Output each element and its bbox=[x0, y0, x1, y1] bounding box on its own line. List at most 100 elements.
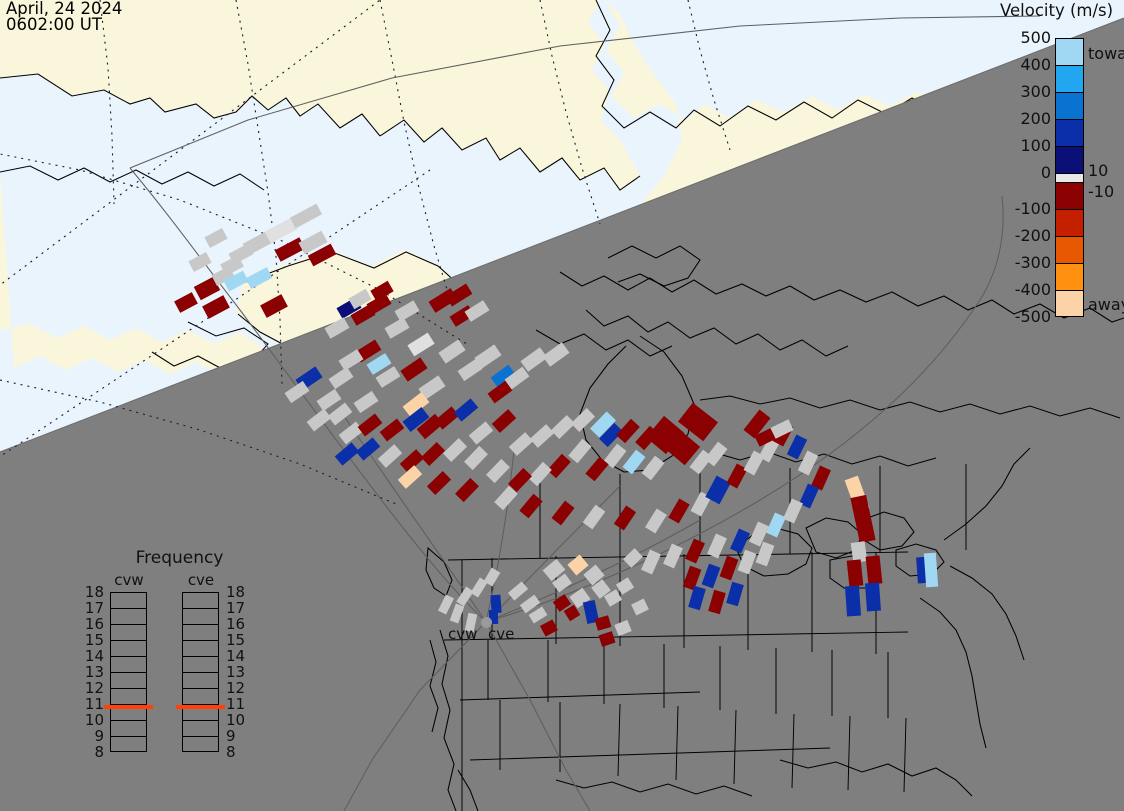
velocity-cell bbox=[377, 444, 403, 468]
velocity-cell bbox=[923, 552, 939, 588]
frequency-bar-gridline bbox=[182, 736, 219, 737]
colorbar-band-0 bbox=[1055, 38, 1084, 65]
velocity-cell bbox=[668, 498, 690, 524]
frequency-tick-left-8: 8 bbox=[94, 743, 104, 761]
frequency-tick-left-17: 17 bbox=[84, 599, 104, 617]
velocity-cell bbox=[355, 437, 381, 461]
colorbar-tick-100: 100 bbox=[1020, 136, 1051, 155]
frequency-bar-gridline bbox=[182, 640, 219, 641]
colorbar-tick--500: -500 bbox=[1014, 307, 1051, 326]
colorbar-tick--100: -100 bbox=[1014, 199, 1051, 218]
frequency-tick-right-8: 8 bbox=[226, 743, 236, 761]
velocity-cell bbox=[394, 300, 420, 322]
velocity-cell bbox=[520, 347, 548, 372]
colorbar-band-8 bbox=[1055, 263, 1084, 290]
radar-label-cve: cve bbox=[488, 625, 515, 643]
radar-site-marker bbox=[481, 617, 492, 628]
velocity-cell bbox=[470, 577, 488, 598]
frequency-bar-gridline bbox=[182, 672, 219, 673]
frequency-tick-left-18: 18 bbox=[84, 583, 104, 601]
frequency-bar-gridline bbox=[182, 704, 219, 705]
frequency-tick-right-17: 17 bbox=[226, 599, 246, 617]
velocity-cell bbox=[766, 512, 786, 538]
velocity-cell bbox=[568, 438, 592, 464]
velocity-cell bbox=[701, 563, 721, 589]
frequency-tick-left-16: 16 bbox=[84, 615, 104, 633]
frequency-tick-left-15: 15 bbox=[84, 631, 104, 649]
frequency-tick-left-11: 11 bbox=[84, 695, 104, 713]
radar-label-cvw: cvw bbox=[448, 625, 478, 643]
frequency-bar-gridline bbox=[182, 624, 219, 625]
velocity-cell bbox=[468, 421, 494, 445]
velocity-cell bbox=[453, 398, 479, 422]
latlon-grid bbox=[0, 0, 731, 505]
velocity-cell bbox=[508, 432, 534, 456]
colorbar-away-label: away bbox=[1088, 295, 1124, 314]
frequency-tick-left-13: 13 bbox=[84, 663, 104, 681]
time-label: 0602:00 UT bbox=[6, 15, 102, 34]
frequency-bar-gridline bbox=[110, 688, 147, 689]
frequency-tick-left-14: 14 bbox=[84, 647, 104, 665]
frequency-legend-title: Frequency bbox=[135, 548, 224, 568]
velocity-cell bbox=[306, 408, 332, 432]
velocity-cell bbox=[379, 418, 405, 442]
velocity-cell bbox=[615, 577, 635, 595]
velocity-cell bbox=[708, 589, 726, 615]
night-side-shading bbox=[0, 18, 1124, 811]
velocity-cell bbox=[507, 581, 529, 601]
terminator-line bbox=[0, 17, 1124, 453]
colorbar-tick-0: 0 bbox=[1040, 163, 1051, 182]
velocity-cell bbox=[464, 445, 488, 471]
velocity-cell bbox=[327, 402, 353, 426]
velocity-cell bbox=[846, 559, 864, 587]
frequency-tick-left-10: 10 bbox=[84, 711, 104, 729]
velocity-cell bbox=[783, 498, 803, 524]
colorbar-title: Velocity (m/s) bbox=[1000, 1, 1114, 20]
frequency-tick-right-14: 14 bbox=[226, 647, 246, 665]
colorbar-tick--300: -300 bbox=[1014, 253, 1051, 272]
velocity-cell bbox=[464, 300, 490, 322]
velocity-cell bbox=[528, 461, 552, 487]
frequency-tick-right-9: 9 bbox=[226, 727, 236, 745]
velocity-cell bbox=[328, 366, 354, 390]
velocity-cell bbox=[519, 493, 543, 519]
frequency-tick-right-10: 10 bbox=[226, 711, 246, 729]
velocity-cell bbox=[353, 390, 379, 414]
velocity-cell bbox=[598, 631, 616, 647]
frequency-bar-gridline bbox=[110, 640, 147, 641]
velocity-cell bbox=[641, 455, 665, 481]
frequency-column-header-cve: cve bbox=[187, 571, 215, 589]
colorbar-band-5 bbox=[1055, 182, 1084, 209]
velocity-cell bbox=[426, 471, 452, 495]
velocity-cell bbox=[202, 295, 230, 319]
velocity-cell bbox=[420, 442, 446, 466]
velocity-cell bbox=[442, 438, 468, 462]
frequency-bar-gridline bbox=[182, 720, 219, 721]
velocity-cell bbox=[397, 465, 423, 489]
velocity-cell bbox=[456, 586, 474, 607]
frequency-bar-gridline bbox=[110, 624, 147, 625]
frequency-tick-left-12: 12 bbox=[84, 679, 104, 697]
velocity-cell bbox=[204, 228, 228, 248]
velocity-cell bbox=[663, 543, 683, 569]
velocity-cell bbox=[594, 615, 612, 631]
colorbar-toward-label: toward bbox=[1088, 44, 1124, 63]
frequency-tick-right-12: 12 bbox=[226, 679, 246, 697]
frequency-column-header-cvw: cvw bbox=[114, 571, 144, 589]
velocity-cell bbox=[685, 538, 705, 564]
velocity-cell bbox=[865, 582, 881, 612]
velocity-cell bbox=[438, 339, 466, 364]
frequency-tick-right-15: 15 bbox=[226, 631, 246, 649]
velocity-cell bbox=[491, 409, 517, 433]
frequency-tick-right-13: 13 bbox=[226, 663, 246, 681]
velocity-cell bbox=[455, 477, 479, 503]
frequency-tick-left-9: 9 bbox=[94, 727, 104, 745]
velocity-cell bbox=[324, 317, 350, 339]
frequency-bar-gridline bbox=[110, 672, 147, 673]
velocity-cell bbox=[474, 344, 502, 369]
velocity-cell bbox=[449, 603, 465, 624]
velocity-cell bbox=[726, 581, 744, 607]
colorbar-tick-400: 400 bbox=[1020, 55, 1051, 74]
